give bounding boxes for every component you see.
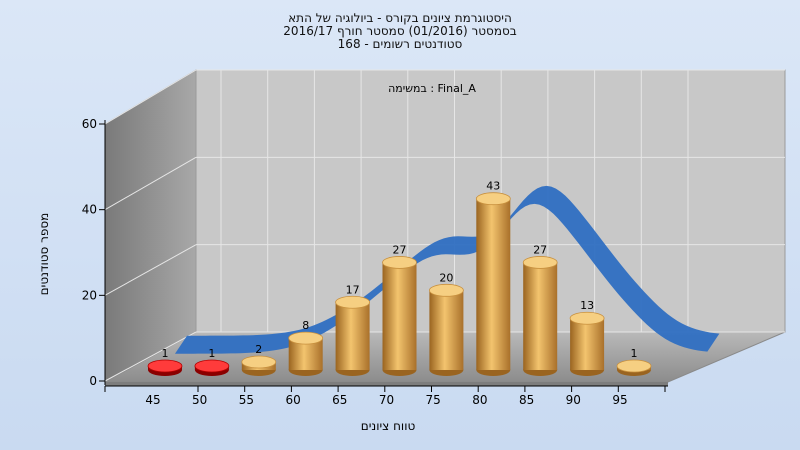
data-label-85: 27 bbox=[533, 243, 547, 256]
data-label-50: 1 bbox=[208, 347, 215, 360]
x-tick-label-60: 60 bbox=[285, 393, 300, 407]
x-tick-label-95: 95 bbox=[612, 393, 627, 407]
bar-95 bbox=[616, 359, 652, 376]
bar-cap-75 bbox=[428, 283, 464, 297]
bar-60 bbox=[288, 331, 324, 376]
x-axis-title: טווח ציונים bbox=[361, 419, 416, 433]
bar-body-85 bbox=[523, 262, 558, 370]
bar-cap-70 bbox=[382, 256, 417, 269]
bar-body-90 bbox=[570, 318, 605, 370]
bars bbox=[147, 192, 652, 376]
x-tick-label-65: 65 bbox=[332, 393, 347, 407]
data-label-70: 27 bbox=[393, 243, 407, 256]
bar-45 bbox=[147, 359, 183, 376]
chart-title: היסטוגרמת ציונים בקורס - ביולוגיה של התא… bbox=[283, 11, 516, 51]
bar-85 bbox=[522, 256, 558, 376]
x-tick-label-70: 70 bbox=[379, 393, 394, 407]
data-label-60: 8 bbox=[302, 319, 309, 332]
data-label-55: 2 bbox=[255, 343, 262, 356]
bar-cap-90 bbox=[569, 311, 605, 325]
y-axis: 0 20 40 60 bbox=[82, 117, 106, 388]
x-tick-label-80: 80 bbox=[472, 393, 487, 407]
left-wall bbox=[104, 69, 197, 383]
bar-80 bbox=[475, 192, 511, 376]
data-label-90: 13 bbox=[580, 299, 594, 312]
bar-75 bbox=[428, 283, 464, 376]
y-tick-label-2: 40 bbox=[82, 203, 97, 217]
data-label-80: 43 bbox=[486, 180, 500, 193]
task-annotation: במשימה : Final_A bbox=[388, 82, 476, 95]
data-label-65: 17 bbox=[346, 283, 360, 296]
bar-cap-45 bbox=[147, 359, 183, 373]
bar-cap-55 bbox=[241, 355, 277, 369]
bar-70 bbox=[382, 256, 417, 376]
bar-90 bbox=[569, 311, 605, 376]
grid-lines bbox=[104, 69, 785, 382]
bar-body-65 bbox=[335, 302, 370, 370]
bar-body-75 bbox=[429, 290, 464, 370]
x-tick-label-50: 50 bbox=[192, 393, 207, 407]
bar-body-80 bbox=[476, 198, 511, 370]
bar-cap-85 bbox=[522, 256, 558, 269]
data-label-95: 1 bbox=[631, 347, 638, 360]
bar-cap-80 bbox=[475, 192, 511, 206]
grid-line-left-0 bbox=[104, 331, 197, 382]
x-tick-label-85: 85 bbox=[519, 393, 534, 407]
y-axis-title: מספר סטודנטים bbox=[37, 213, 51, 296]
bar-65 bbox=[335, 295, 371, 376]
bar-cap-65 bbox=[335, 295, 371, 309]
title-line-2: בסמסטר (01/2016) סמסטר חורף 2016/17 bbox=[283, 24, 516, 38]
title-line-1: היסטוגרמת ציונים בקורס - ביולוגיה של התא bbox=[288, 11, 512, 25]
x-tick-label-75: 75 bbox=[426, 393, 441, 407]
floor-front-edge bbox=[105, 382, 668, 386]
y-tick-label-0: 0 bbox=[89, 374, 97, 388]
grid-line-left-1 bbox=[104, 244, 197, 296]
bar-cap-95 bbox=[616, 359, 652, 373]
y-tick-label-3: 60 bbox=[82, 117, 97, 131]
y-tick-label-1: 20 bbox=[82, 288, 97, 302]
bar-cap-50 bbox=[194, 359, 230, 373]
data-label-75: 20 bbox=[439, 271, 453, 284]
data-labels: 1 1 2 8 17 27 20 43 27 13 1 bbox=[162, 180, 638, 360]
bar-55 bbox=[241, 355, 277, 376]
data-label-45: 1 bbox=[162, 347, 169, 360]
x-tick-label-90: 90 bbox=[566, 393, 581, 407]
bar-50 bbox=[194, 359, 230, 376]
x-tick-label-55: 55 bbox=[239, 393, 254, 407]
bar-body-70 bbox=[382, 262, 417, 370]
grid-line-left-2 bbox=[104, 156, 197, 211]
curve-ribbon bbox=[174, 185, 720, 354]
distribution-curve bbox=[174, 185, 720, 354]
x-axis: 45 50 55 60 65 70 75 80 85 90 95 bbox=[104, 385, 668, 407]
bar-cap-60 bbox=[288, 331, 324, 345]
title-line-3: 168 - סטודנטים רשומים bbox=[338, 37, 463, 51]
grid-line-left-3 bbox=[104, 69, 197, 125]
x-tick-label-45: 45 bbox=[145, 393, 160, 407]
